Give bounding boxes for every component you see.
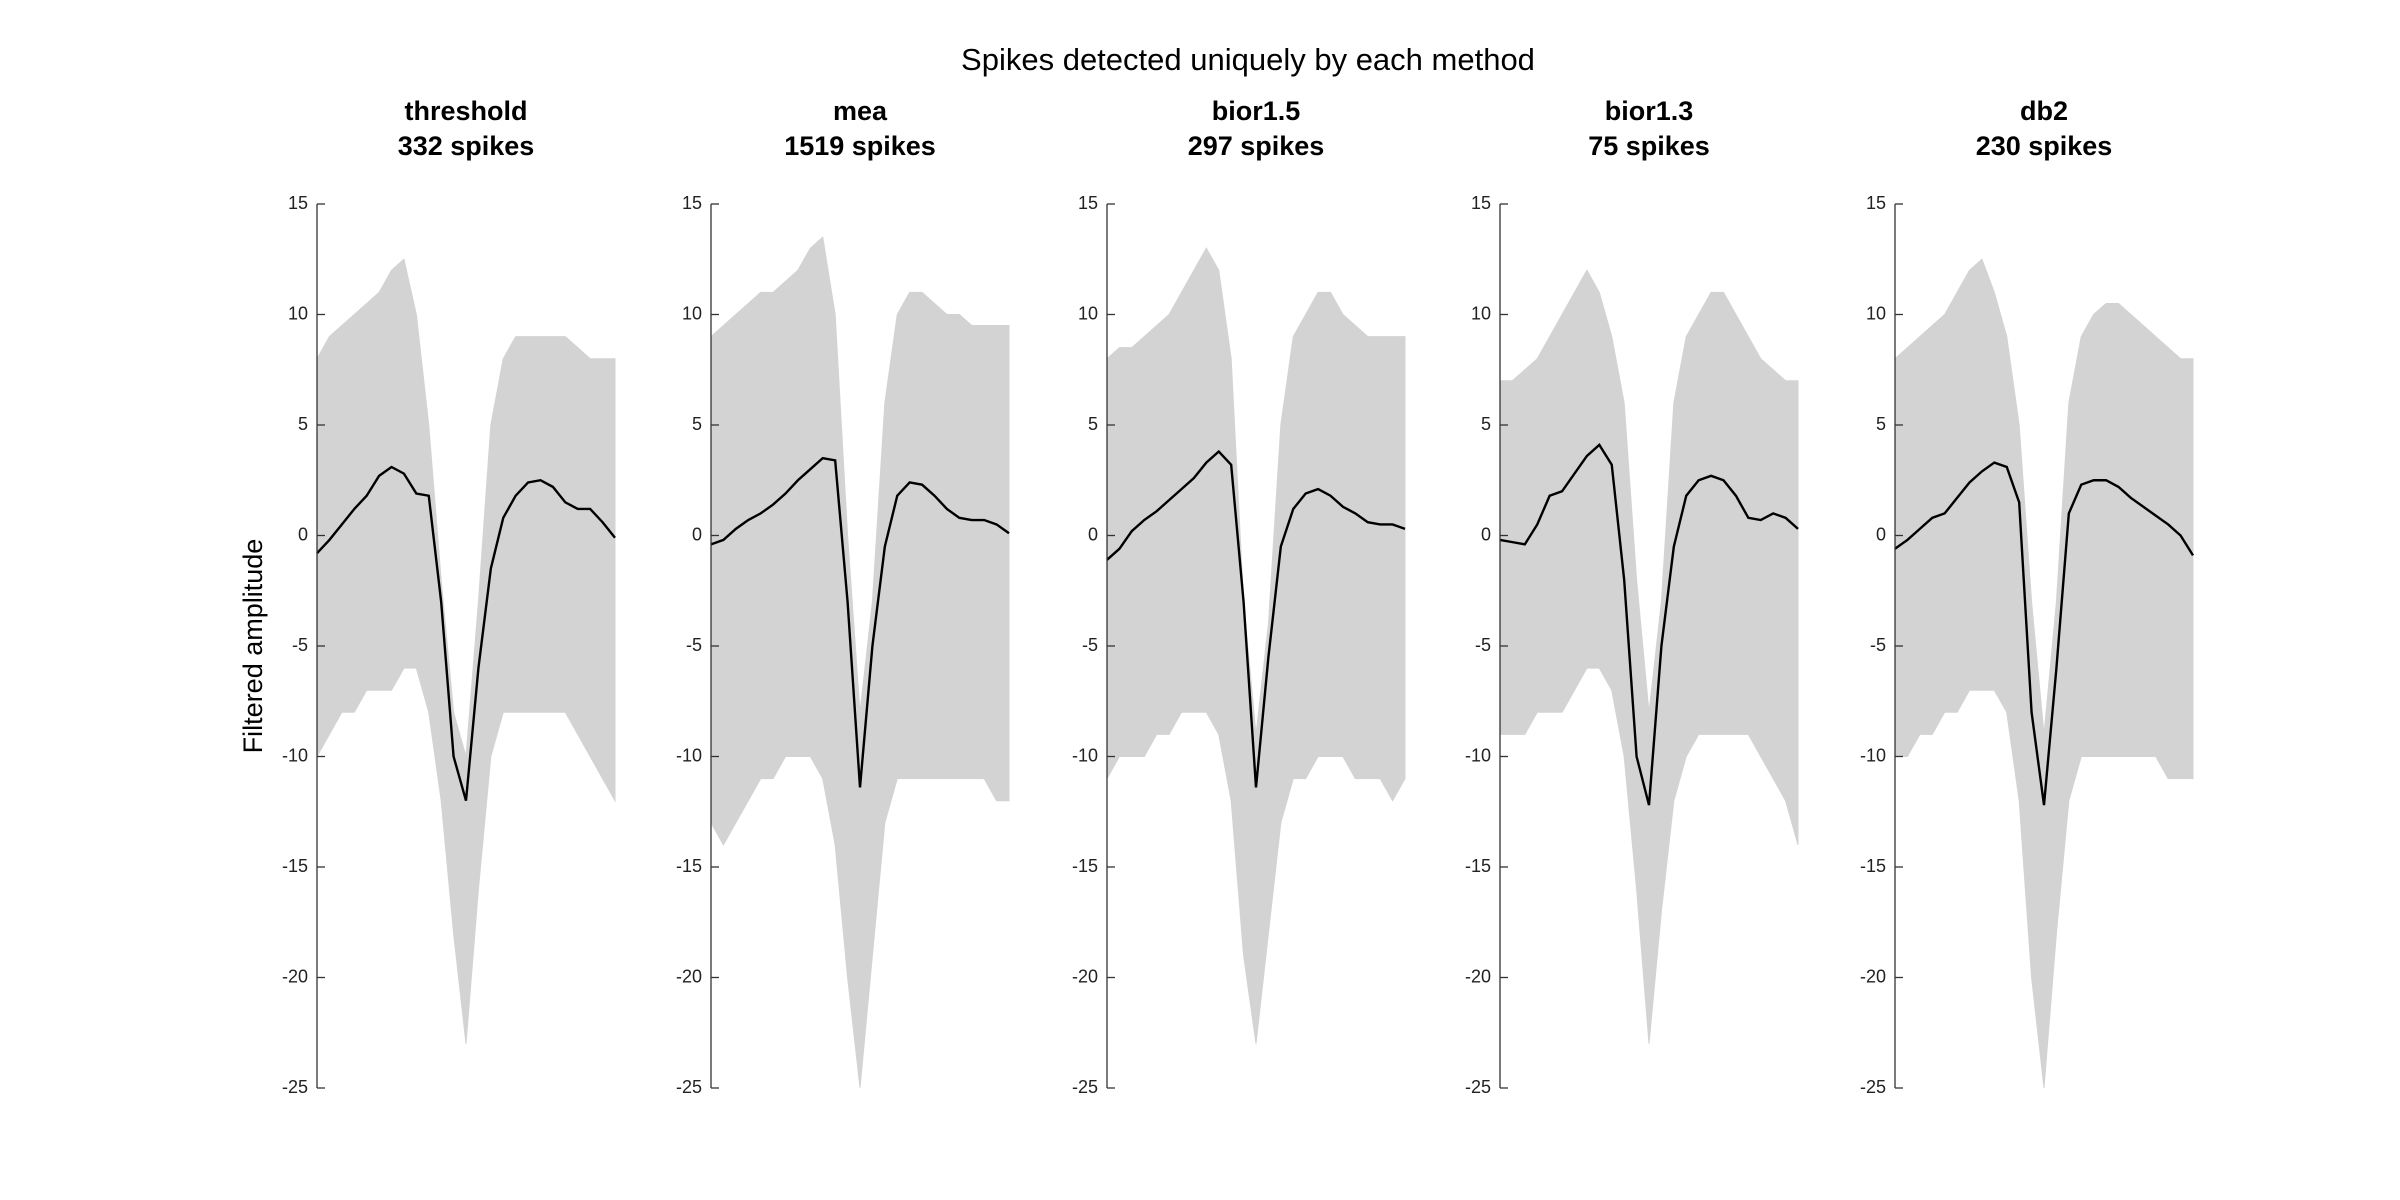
trace-range (710, 236, 1010, 1089)
figure-title: Spikes detected uniquely by each method (961, 42, 1535, 77)
panel-title: mea (833, 96, 888, 126)
trace-range (1894, 258, 2194, 1089)
y-tick-label: -10 (676, 745, 702, 765)
y-tick-label: -5 (1082, 635, 1098, 655)
y-tick-label: -10 (1465, 745, 1491, 765)
y-tick-label: 10 (1078, 303, 1098, 323)
mean-line (710, 456, 1010, 788)
panel-subtitle: 1519 spikes (784, 131, 936, 161)
panel-subtitle: 230 spikes (1976, 131, 2113, 161)
y-tick-label: 10 (1866, 303, 1886, 323)
panel-title: bior1.5 (1212, 96, 1301, 126)
y-tick-label: -15 (1072, 856, 1098, 876)
y-tick-label: -25 (282, 1077, 308, 1097)
y-tick-label: -10 (282, 745, 308, 765)
y-tick-label: -20 (676, 966, 702, 986)
mean-line (316, 465, 616, 802)
y-tick-label: 0 (1088, 524, 1098, 544)
trace-range (1499, 269, 1799, 1044)
y-tick-label: 5 (1876, 414, 1886, 434)
mean-line (1499, 443, 1799, 806)
y-tick-label: 0 (298, 524, 308, 544)
y-tick-label: -20 (1465, 966, 1491, 986)
y-tick-label: 10 (682, 303, 702, 323)
y-tick-label: 0 (1876, 524, 1886, 544)
y-tick-label: 5 (1088, 414, 1098, 434)
y-axis-label: Filtered amplitude (238, 539, 268, 754)
y-tick-label: -5 (1870, 635, 1886, 655)
y-tick-label: 5 (692, 414, 702, 434)
y-tick-label: 10 (1471, 303, 1491, 323)
panel-title: threshold (404, 96, 527, 126)
y-tick-label: 15 (1078, 193, 1098, 213)
y-tick-label: -25 (1072, 1077, 1098, 1097)
y-tick-label: 0 (692, 524, 702, 544)
y-tick-label: 15 (1471, 193, 1491, 213)
mean-line (1894, 461, 2195, 806)
y-tick-label: 10 (288, 303, 308, 323)
y-tick-label: -15 (282, 856, 308, 876)
y-tick-label: -15 (1860, 856, 1886, 876)
trace-range (316, 258, 616, 1044)
y-tick-label: -10 (1860, 745, 1886, 765)
trace-range (1106, 247, 1406, 1044)
y-tick-label: 0 (1481, 524, 1491, 544)
y-tick-label: -5 (292, 635, 308, 655)
y-tick-label: -15 (1465, 856, 1491, 876)
y-tick-label: -20 (1860, 966, 1886, 986)
y-tick-label: -25 (1860, 1077, 1886, 1097)
y-tick-label: -20 (1072, 966, 1098, 986)
panel-subtitle: 332 spikes (398, 131, 535, 161)
y-tick-label: -15 (676, 856, 702, 876)
y-tick-label: -25 (676, 1077, 702, 1097)
y-tick-label: -5 (686, 635, 702, 655)
mean-line (1106, 449, 1406, 788)
y-tick-label: -20 (282, 966, 308, 986)
y-tick-label: -10 (1072, 745, 1098, 765)
panel-subtitle: 297 spikes (1188, 131, 1325, 161)
panel-title: db2 (2020, 96, 2068, 126)
y-tick-label: 5 (1481, 414, 1491, 434)
y-tick-label: 15 (288, 193, 308, 213)
y-tick-label: -5 (1475, 635, 1491, 655)
y-tick-label: -25 (1465, 1077, 1491, 1097)
y-tick-label: 15 (682, 193, 702, 213)
panel-title: bior1.3 (1605, 96, 1694, 126)
y-tick-label: 15 (1866, 193, 1886, 213)
panel-subtitle: 75 spikes (1588, 131, 1710, 161)
y-tick-label: 5 (298, 414, 308, 434)
